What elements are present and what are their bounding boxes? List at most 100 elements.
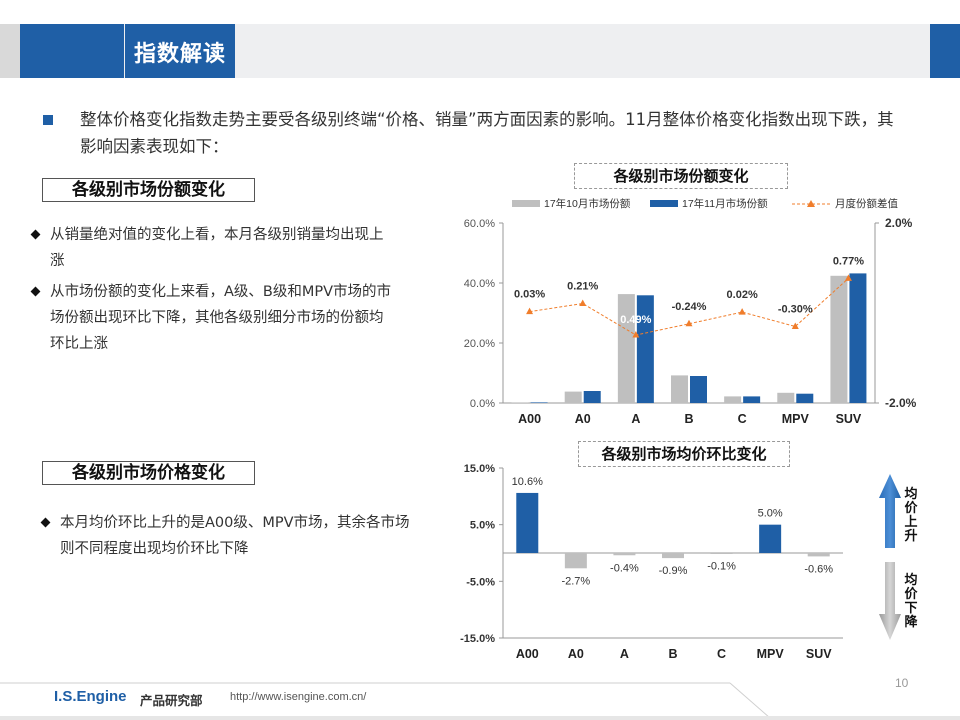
bar-c-s2 — [743, 396, 761, 403]
data-label: -0.24% — [672, 301, 707, 313]
y-tick-label: 5.0% — [470, 520, 495, 532]
data-label: -0.9% — [659, 565, 688, 577]
bullet-text: 从市场份额的变化上来看，A级、B级和MPV市场的市场份额出现环比下降，其他各级别… — [50, 284, 392, 352]
bullet-text: 从销量绝对值的变化上看，本月各级别销量均出现上涨 — [50, 227, 384, 269]
line-point — [791, 322, 799, 329]
diamond-bullet-icon — [30, 286, 41, 297]
data-label: 0.02% — [727, 289, 758, 301]
x-tick-label: A0 — [575, 412, 591, 426]
x-tick-label: B — [684, 412, 693, 426]
header-left-gray — [0, 24, 20, 78]
list-item: 本月均价环比上升的是A00级、MPV市场，其余各市场则不同程度出现均价环比下降 — [40, 510, 415, 562]
data-label: -0.4% — [610, 562, 639, 574]
page-number: 10 — [895, 676, 909, 690]
line-point — [579, 299, 587, 307]
bar-a-s2 — [636, 295, 654, 403]
page-title: 指数解读 — [134, 42, 227, 67]
x-tick-label: A00 — [518, 412, 541, 426]
y-tick-label: 0.0% — [470, 398, 495, 410]
arrows-graphic — [879, 474, 901, 640]
market-share-chart: 17年10月市场份额 17年11月市场份额 月度份额差值 0.0% 20.0% 40.0%… — [464, 197, 917, 426]
bar-a0-s1 — [564, 391, 582, 403]
x-tick-label: A00 — [516, 647, 539, 661]
bar-suv-s1 — [830, 275, 848, 403]
footer-lines — [0, 682, 960, 720]
y-tick-label: 60.0% — [464, 218, 495, 230]
bar-mpv-s2 — [796, 393, 814, 403]
bar-a-s1 — [617, 294, 635, 403]
line-point — [685, 319, 693, 327]
y-tick-label: 40.0% — [464, 278, 495, 290]
intro-text: 整体价格变化指数走势主要受各级别终端“价格、销量”两方面因素的影响。11月整体价… — [80, 110, 894, 156]
bar-c-s1 — [724, 396, 742, 403]
data-label: 10.6% — [512, 476, 543, 488]
legend-label: 17年10月市场份额 — [544, 197, 631, 210]
chart-title-market-share: 各级别市场份额变化 — [574, 163, 788, 189]
bar-a00-s1 — [511, 402, 529, 403]
legend-swatch — [650, 200, 678, 207]
bar-mpv-s1 — [777, 392, 795, 403]
x-tick-label: SUV — [806, 647, 832, 661]
data-label: -2.7% — [561, 575, 590, 587]
diamond-bullet-icon — [30, 229, 41, 240]
x-tick-label: A — [631, 412, 640, 426]
x-tick-label: C — [738, 412, 747, 426]
data-label: 0.77% — [833, 255, 864, 267]
bar-a0 — [564, 553, 587, 569]
header-title-box — [125, 24, 235, 78]
data-label: 5.0% — [758, 508, 783, 520]
footer-url[interactable]: http://www.isengine.com.cn/ — [230, 691, 367, 703]
y-tick-label: 20.0% — [464, 338, 495, 350]
x-tick-label: SUV — [836, 412, 862, 426]
arrow-down-icon — [879, 562, 901, 640]
bar-b-s2 — [690, 376, 707, 403]
legend-label: 月度份额差值 — [835, 197, 898, 210]
x-tick-label: MPV — [782, 412, 810, 426]
section-title-price-change: 各级别市场价格变化 — [42, 461, 255, 485]
data-label: 0.21% — [567, 281, 598, 293]
bar-b — [662, 553, 684, 559]
y-tick-label: -5.0% — [466, 576, 495, 588]
bar-a00 — [516, 492, 539, 553]
chart-title-price-change: 各级别市场均价环比变化 — [578, 441, 790, 467]
x-tick-label: B — [668, 647, 677, 661]
price-change-chart: 15.0% 5.0% -5.0% -15.0% 10.6% A00 -2.7% A0 -0.4%… — [460, 463, 843, 661]
data-label: -0.1% — [707, 561, 736, 573]
legend-marker — [807, 200, 815, 207]
bar-c — [710, 553, 733, 554]
bar-mpv — [759, 524, 782, 553]
y-tick-label-right: 2.0% — [885, 216, 913, 230]
line-point — [632, 331, 640, 338]
header-left-block — [20, 24, 124, 78]
square-bullet-icon — [43, 115, 53, 125]
list-item: 从市场份额的变化上来看，A级、B级和MPV市场的市场份额出现环比下降，其他各级别… — [30, 279, 395, 357]
footer-dept: 产品研究部 — [140, 693, 203, 708]
y-tick-label-right: -2.0% — [885, 396, 917, 410]
bar-a0-s2 — [583, 391, 601, 403]
line-point — [738, 308, 746, 315]
footer-brand: I.S.Engine — [54, 688, 127, 705]
x-tick-label: A — [620, 647, 629, 661]
bar-a00-s2 — [530, 402, 548, 403]
bar-suv — [807, 553, 830, 557]
arrow-down-label: 均价下降 — [904, 573, 918, 630]
data-label: 0.03% — [514, 289, 545, 301]
x-tick-label: A0 — [568, 647, 584, 661]
legend-swatch — [512, 200, 540, 207]
bar-suv-s2 — [849, 273, 867, 403]
bar-b-s1 — [671, 375, 688, 403]
header-right-block — [930, 24, 960, 78]
arrow-up-icon — [879, 474, 901, 548]
y-tick-label: 15.0% — [464, 463, 495, 475]
line-point — [526, 307, 534, 315]
arrow-up-label: 均价上升 — [904, 487, 918, 544]
x-tick-label: C — [717, 647, 726, 661]
bullet-text: 本月均价环比上升的是A00级、MPV市场，其余各市场则不同程度出现均价环比下降 — [60, 515, 410, 557]
legend-label: 17年11月市场份额 — [682, 197, 768, 210]
line-point — [844, 274, 852, 281]
data-label: -0.6% — [804, 563, 833, 575]
x-tick-label: MPV — [757, 647, 785, 661]
data-label: -0.30% — [778, 304, 813, 316]
list-item: 从销量绝对值的变化上看，本月各级别销量均出现上涨 — [30, 222, 395, 274]
data-label: 0.49% — [620, 314, 651, 326]
